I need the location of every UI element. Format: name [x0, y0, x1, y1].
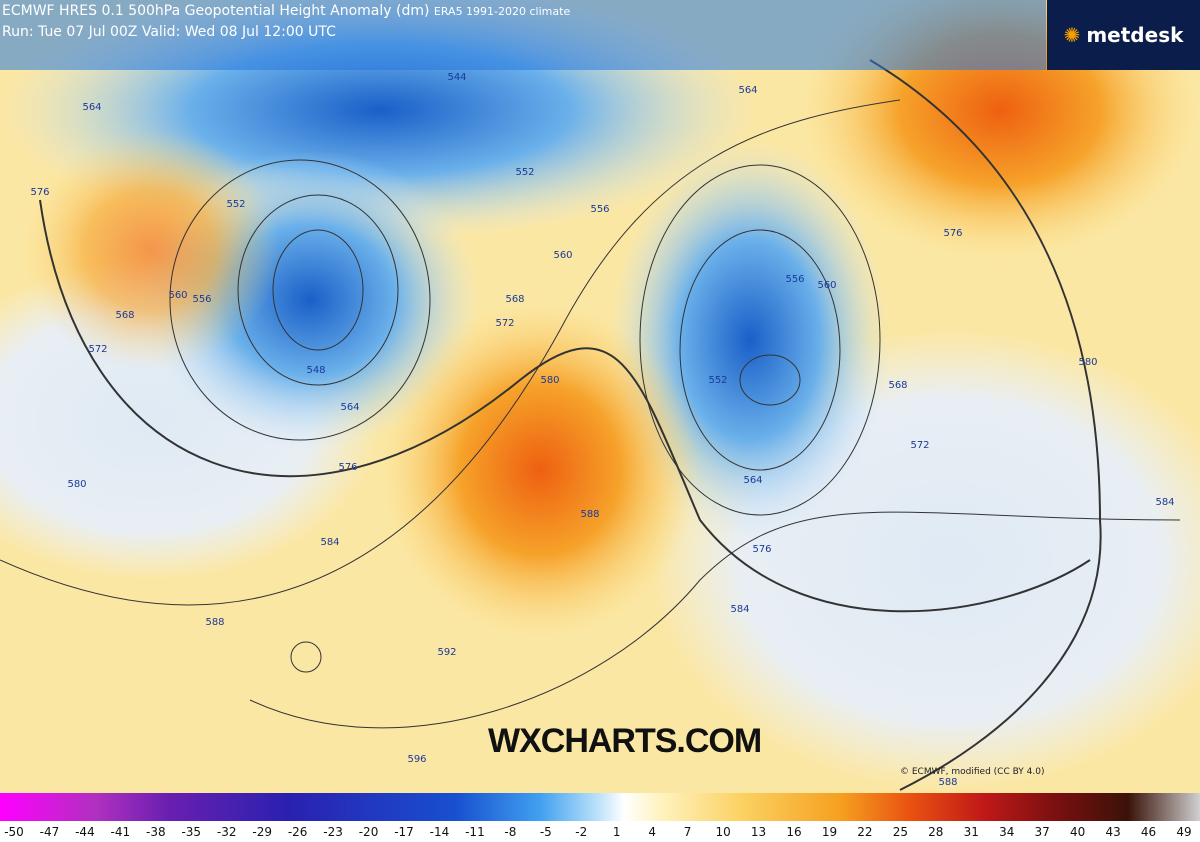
contour-label: 564	[82, 102, 101, 113]
contour-label: 564	[743, 475, 762, 486]
header-title-line: ECMWF HRES 0.1 500hPa Geopotential Heigh…	[2, 3, 570, 19]
header: ECMWF HRES 0.1 500hPa Geopotential Heigh…	[0, 0, 1046, 70]
colorbar-label: -35	[181, 825, 202, 839]
colorbar-label: 13	[750, 825, 767, 839]
contour-label: 584	[1155, 497, 1174, 508]
colorbar-label: 34	[999, 825, 1015, 839]
map: 544 564 564 576 552 552 556 560 568 572 580 560 556 5…	[0, 0, 1200, 793]
credit: © ECMWF, modified (CC BY 4.0)	[900, 767, 1045, 777]
run-info: Run: Tue 07 Jul 00Z Valid: Wed 08 Jul 12…	[2, 24, 336, 40]
contour-label: 580	[67, 479, 86, 490]
contour-label: 572	[88, 344, 107, 355]
contour-label: 556	[785, 274, 804, 285]
colorbar-label: 16	[786, 825, 802, 839]
contours	[0, 59, 1181, 791]
contour-label: 552	[708, 375, 727, 386]
colorbar-label: 43	[1105, 825, 1121, 839]
contour-label: 560	[553, 250, 572, 261]
colorbar-label: -32	[216, 825, 237, 839]
logo: ✺ metdesk	[1047, 0, 1200, 70]
contour-label: 576	[752, 544, 771, 555]
contour-label: 560	[168, 290, 187, 301]
colorbar-label: -14	[429, 825, 450, 839]
logo-icon: ✺	[1063, 23, 1081, 47]
contour-label: 580	[540, 375, 559, 386]
contour-label: 596	[407, 754, 426, 765]
colorbar-label: 1	[612, 825, 621, 839]
contour-label: 572	[495, 318, 514, 329]
contour-label: 568	[115, 310, 134, 321]
contour-label: 584	[730, 604, 749, 615]
contour-label: 584	[320, 537, 339, 548]
colorbar-label: 19	[821, 825, 838, 839]
contour-label: 564	[340, 402, 359, 413]
colorbar-label: 37	[1034, 825, 1050, 839]
contour-label: 560	[817, 280, 836, 291]
colorbar-label: 25	[892, 825, 908, 839]
colorbar-label: -20	[358, 825, 379, 839]
colorbar-label: 46	[1140, 825, 1157, 839]
contour-label: 592	[437, 647, 456, 658]
colorbar-label: -23	[323, 825, 343, 839]
colorbar-label: -2	[575, 825, 588, 839]
contour-label: 548	[306, 365, 325, 376]
contour-label: 556	[590, 204, 609, 215]
contour-label: 576	[943, 228, 962, 239]
contour-label: 552	[515, 167, 534, 178]
title: ECMWF HRES 0.1 500hPa Geopotential Heigh…	[2, 3, 430, 19]
contour-label: 588	[205, 617, 224, 628]
watermark: WXCHARTS.COM	[488, 722, 762, 760]
colorbar-label: 49	[1176, 825, 1192, 839]
colorbar-label: 28	[928, 825, 944, 839]
colorbar-label: 40	[1069, 825, 1086, 839]
contour-label: 564	[738, 85, 757, 96]
colorbar-label: -8	[504, 825, 517, 839]
colorbar-label: 10	[715, 825, 731, 839]
contour-label: 588	[938, 777, 957, 788]
colorbar-label: -44	[75, 825, 95, 839]
contour-label: 552	[226, 199, 245, 210]
colorbar-label: -38	[146, 825, 166, 839]
colorbar-label: -17	[394, 825, 414, 839]
contour-label: 556	[192, 294, 211, 305]
colorbar-label: 7	[683, 825, 692, 839]
contour-label: 576	[338, 462, 357, 473]
colorbar-label: 31	[963, 825, 979, 839]
contour-label: 544	[447, 72, 466, 83]
contour-label: 588	[580, 509, 599, 520]
contour-label: 576	[30, 187, 49, 198]
colorbar-label: -41	[110, 825, 131, 839]
colorbar-label: -26	[287, 825, 308, 839]
anomaly	[380, 300, 700, 640]
colorbar-label: -50	[4, 825, 24, 839]
climate: ERA5 1991-2020 climate	[433, 5, 571, 18]
contour-label: 568	[505, 294, 524, 305]
colorbar-label: -29	[252, 825, 272, 839]
anomaly	[20, 130, 280, 370]
colorbar-label: -11	[465, 825, 485, 839]
contour-label: 572	[910, 440, 929, 451]
logo-text: metdesk	[1086, 23, 1184, 47]
colorbar-label: 4	[648, 825, 656, 839]
colorbar-label: -5	[539, 825, 552, 839]
contour-label: 580	[1078, 357, 1097, 368]
colorbar	[0, 793, 1200, 821]
colorbar-label: 22	[857, 825, 873, 839]
contour-label: 568	[888, 380, 907, 391]
colorbar-label: -47	[39, 825, 60, 839]
